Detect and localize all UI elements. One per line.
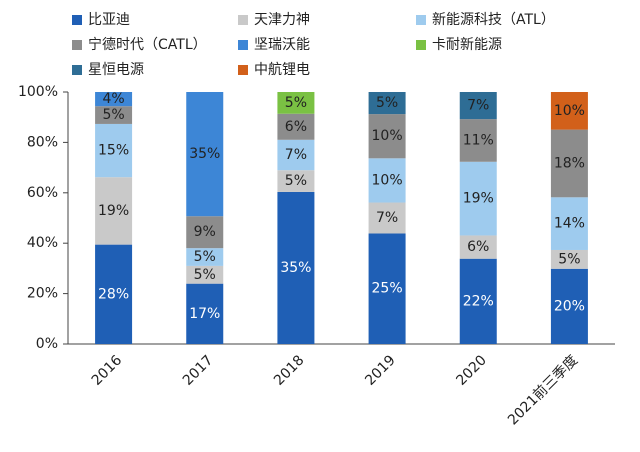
data-label: 7% [376,210,398,226]
data-label: 19% [98,203,129,219]
data-label: 25% [372,281,403,297]
bar-segment [459,161,497,236]
legend-label: 新能源科技（ATL） [432,12,555,28]
y-tick-label: 80% [27,134,58,150]
bar-segment [368,158,406,203]
y-tick-label: 20% [27,286,58,302]
x-tick-label: 2017 [180,352,217,389]
data-label: 5% [558,251,580,267]
bar-segment [368,92,406,115]
x-tick-label: 2018 [271,352,308,389]
bar-segment [186,283,224,344]
bar-segment [277,139,315,171]
data-label: 7% [467,98,489,114]
legend-swatch [416,15,426,25]
data-label: 35% [189,146,220,162]
bar-segment [368,233,406,344]
x-tick-label: 2020 [453,352,490,389]
legend-swatch [416,40,426,50]
data-label: 9% [194,224,216,240]
x-tick-label: 2016 [89,352,126,389]
data-label: 14% [554,216,585,232]
bar-segment [459,92,497,120]
data-label: 28% [98,286,129,302]
legend-swatch [72,40,82,50]
legend-swatch [72,15,82,25]
bar-segment [459,119,497,162]
bar-segment [95,177,133,245]
data-label: 5% [285,173,307,189]
bar-segment [277,191,315,344]
bar-segment [550,92,588,130]
data-label: 10% [372,172,403,188]
data-label: 10% [372,128,403,144]
bar-segment [459,258,497,344]
bar-segment [368,114,406,159]
legend-label: 星恒电源 [88,62,144,78]
bar-segment [550,268,588,344]
legend-swatch [72,65,82,75]
bar-segment [95,92,133,107]
y-tick-label: 60% [27,185,58,201]
data-label: 5% [102,107,124,123]
data-label: 17% [189,306,220,322]
bar-segment [550,129,588,198]
bar-segment [186,216,224,249]
bar-segment [277,92,315,114]
legend-label: 天津力神 [254,12,310,28]
legend-label: 比亚迪 [88,12,130,28]
legend-label: 卡耐新能源 [432,37,502,53]
bar-segment [550,197,588,250]
data-label: 7% [285,147,307,163]
data-label: 5% [285,95,307,111]
data-label: 5% [194,249,216,265]
data-label: 6% [467,239,489,255]
bar-segment [459,235,497,259]
y-tick-label: 40% [27,235,58,251]
bar-segment [95,106,133,124]
legend-label: 宁德时代（CATL） [88,36,207,53]
legend-swatch [238,40,248,50]
bar-segment [550,249,588,269]
data-label: 6% [285,119,307,135]
data-label: 18% [554,155,585,171]
data-label: 22% [463,293,494,309]
y-tick-label: 100% [18,84,58,100]
bar-segment [186,265,224,284]
data-label: 11% [463,132,494,148]
x-tick-label: 2019 [362,352,399,389]
x-tick-label: 2021前三季度 [504,352,581,429]
legend-swatch [238,65,248,75]
data-label: 5% [194,267,216,283]
legend-label: 坚瑞沃能 [254,37,310,53]
legend-label: 中航锂电 [254,62,310,78]
bar-segment [368,202,406,234]
data-label: 15% [98,143,129,159]
legend-swatch [238,15,248,25]
bar-segment [277,170,315,192]
bar-segment [95,244,133,344]
data-label: 19% [463,191,494,207]
data-label: 35% [280,260,311,276]
data-label: 20% [554,298,585,314]
data-label: 10% [554,103,585,119]
bar-segment [95,123,133,178]
data-label: 4% [102,91,124,107]
bar-segment [277,113,315,140]
y-tick-label: 0% [36,336,58,352]
data-label: 5% [376,95,398,111]
bar-segment [186,92,224,217]
bar-segment [186,248,224,266]
